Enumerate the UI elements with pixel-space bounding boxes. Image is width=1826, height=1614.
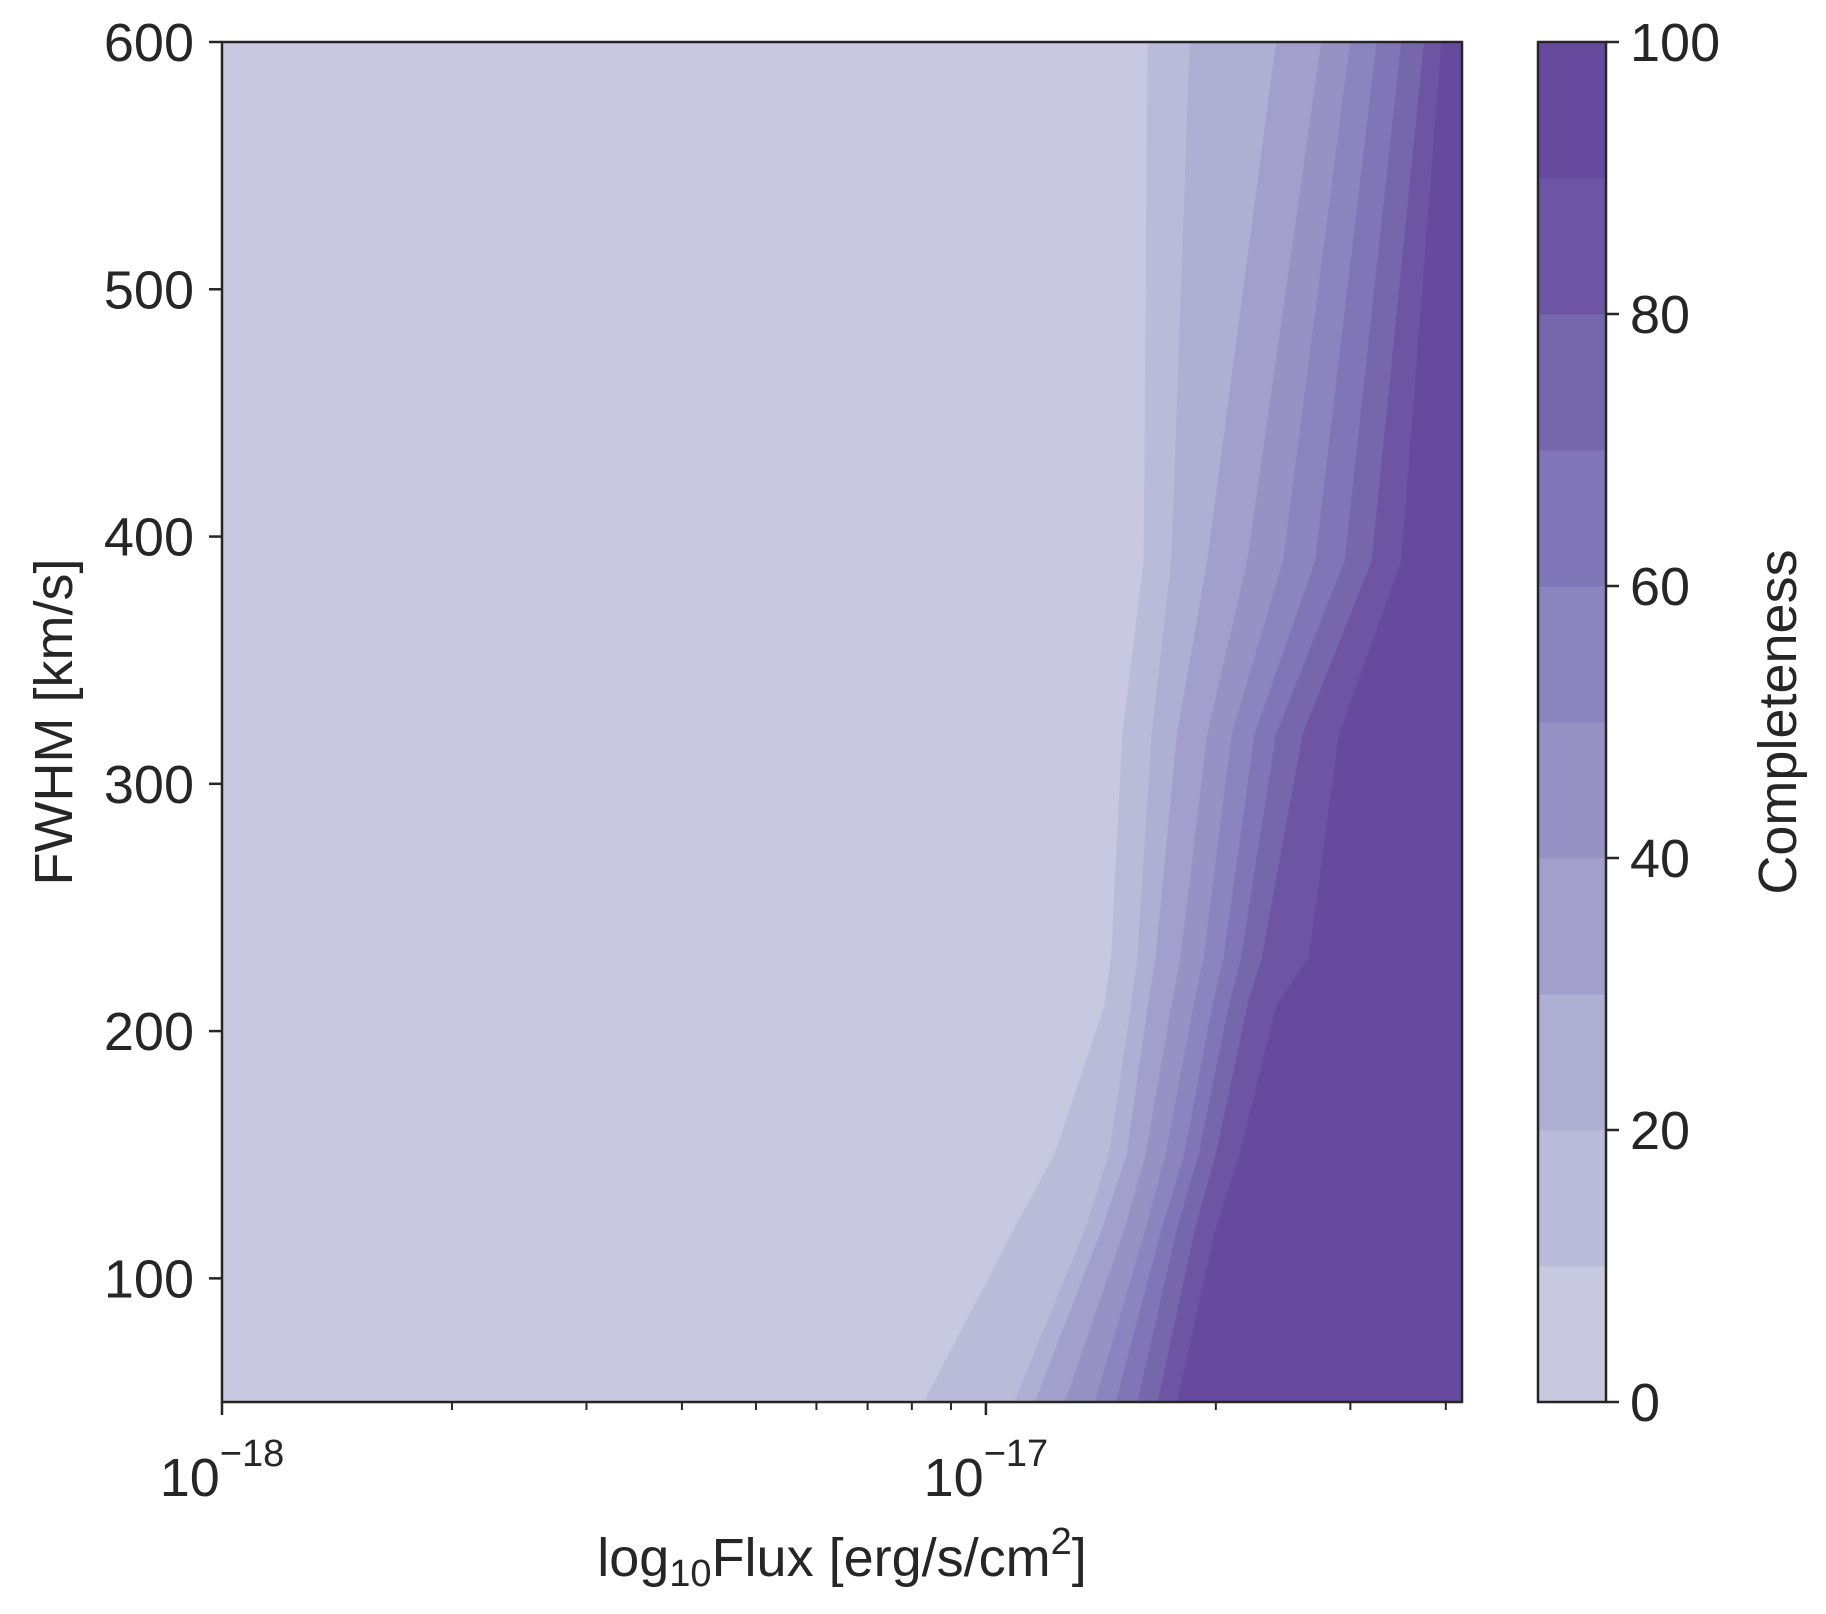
x-axis-label-text: log10Flux [erg/s/cm2] bbox=[597, 1521, 1087, 1595]
colorbar-label: Completeness bbox=[1748, 549, 1808, 894]
x-tick-label: 10−17 bbox=[924, 1433, 1049, 1508]
colorbar-band-80 bbox=[1538, 178, 1606, 315]
colorbar-ticks: 0 20 40 60 80 100 bbox=[1606, 13, 1720, 1433]
y-axis-label-text: FWHM [km/s] bbox=[24, 559, 84, 886]
plot-frame bbox=[220, 40, 1464, 1404]
y-tick-label: 100 bbox=[104, 1249, 194, 1309]
colorbar-band-90 bbox=[1538, 42, 1606, 179]
colorbar-frame bbox=[1536, 40, 1608, 1404]
x-tick-label-base: 10 bbox=[924, 1448, 984, 1508]
colorbar-band-20 bbox=[1538, 994, 1606, 1131]
colorbar-tick-label: 60 bbox=[1630, 557, 1690, 617]
y-tick-label: 400 bbox=[104, 508, 194, 568]
y-axis-label: FWHM [km/s] bbox=[24, 559, 84, 886]
colorbar-band-70 bbox=[1538, 314, 1606, 451]
x-tick-label-base: 10 bbox=[160, 1448, 220, 1508]
colorbar-tick-label: 20 bbox=[1630, 1101, 1690, 1161]
x-tick-label: 10−18 bbox=[160, 1433, 285, 1508]
colorbar-tick-label: 0 bbox=[1630, 1373, 1660, 1433]
colorbar-tick-label: 100 bbox=[1630, 13, 1720, 73]
y-tick-label: 300 bbox=[104, 755, 194, 815]
y-tick-label: 600 bbox=[104, 13, 194, 73]
contour-plot-area bbox=[220, 40, 1464, 1404]
x-axis: 10−18 10−17 bbox=[160, 1402, 1447, 1508]
colorbar-tick-label: 80 bbox=[1630, 285, 1690, 345]
x-tick-label-exponent: −18 bbox=[220, 1433, 284, 1475]
colorbar-band-50 bbox=[1538, 586, 1606, 723]
colorbar-band-0 bbox=[1538, 1266, 1606, 1403]
colorbar-band-40 bbox=[1538, 722, 1606, 859]
colorbar-tick-label: 40 bbox=[1630, 829, 1690, 889]
contour-band-90 bbox=[1176, 42, 1462, 1402]
y-tick-label: 500 bbox=[104, 260, 194, 320]
x-axis-label-main: Flux [erg/s/cm bbox=[712, 1528, 1051, 1588]
x-axis-label-subscript: 10 bbox=[669, 1553, 711, 1595]
colorbar-band-10 bbox=[1538, 1130, 1606, 1267]
x-tick-label-exponent: −17 bbox=[984, 1433, 1048, 1475]
x-axis-label-prefix: log bbox=[597, 1528, 669, 1588]
contour-bands bbox=[923, 42, 1462, 1402]
x-axis-label: log10Flux [erg/s/cm2] bbox=[597, 1521, 1087, 1595]
y-axis: 100 200 300 400 500 600 bbox=[104, 13, 222, 1309]
y-tick-label: 200 bbox=[104, 1002, 194, 1062]
x-axis-label-superscript: 2 bbox=[1051, 1521, 1072, 1563]
colorbar-band-30 bbox=[1538, 858, 1606, 995]
colorbar-band-60 bbox=[1538, 450, 1606, 587]
x-axis-label-suffix: ] bbox=[1072, 1528, 1087, 1588]
colorbar: 0 20 40 60 80 100 Completeness bbox=[1536, 13, 1808, 1433]
colorbar-bands bbox=[1538, 42, 1606, 1403]
